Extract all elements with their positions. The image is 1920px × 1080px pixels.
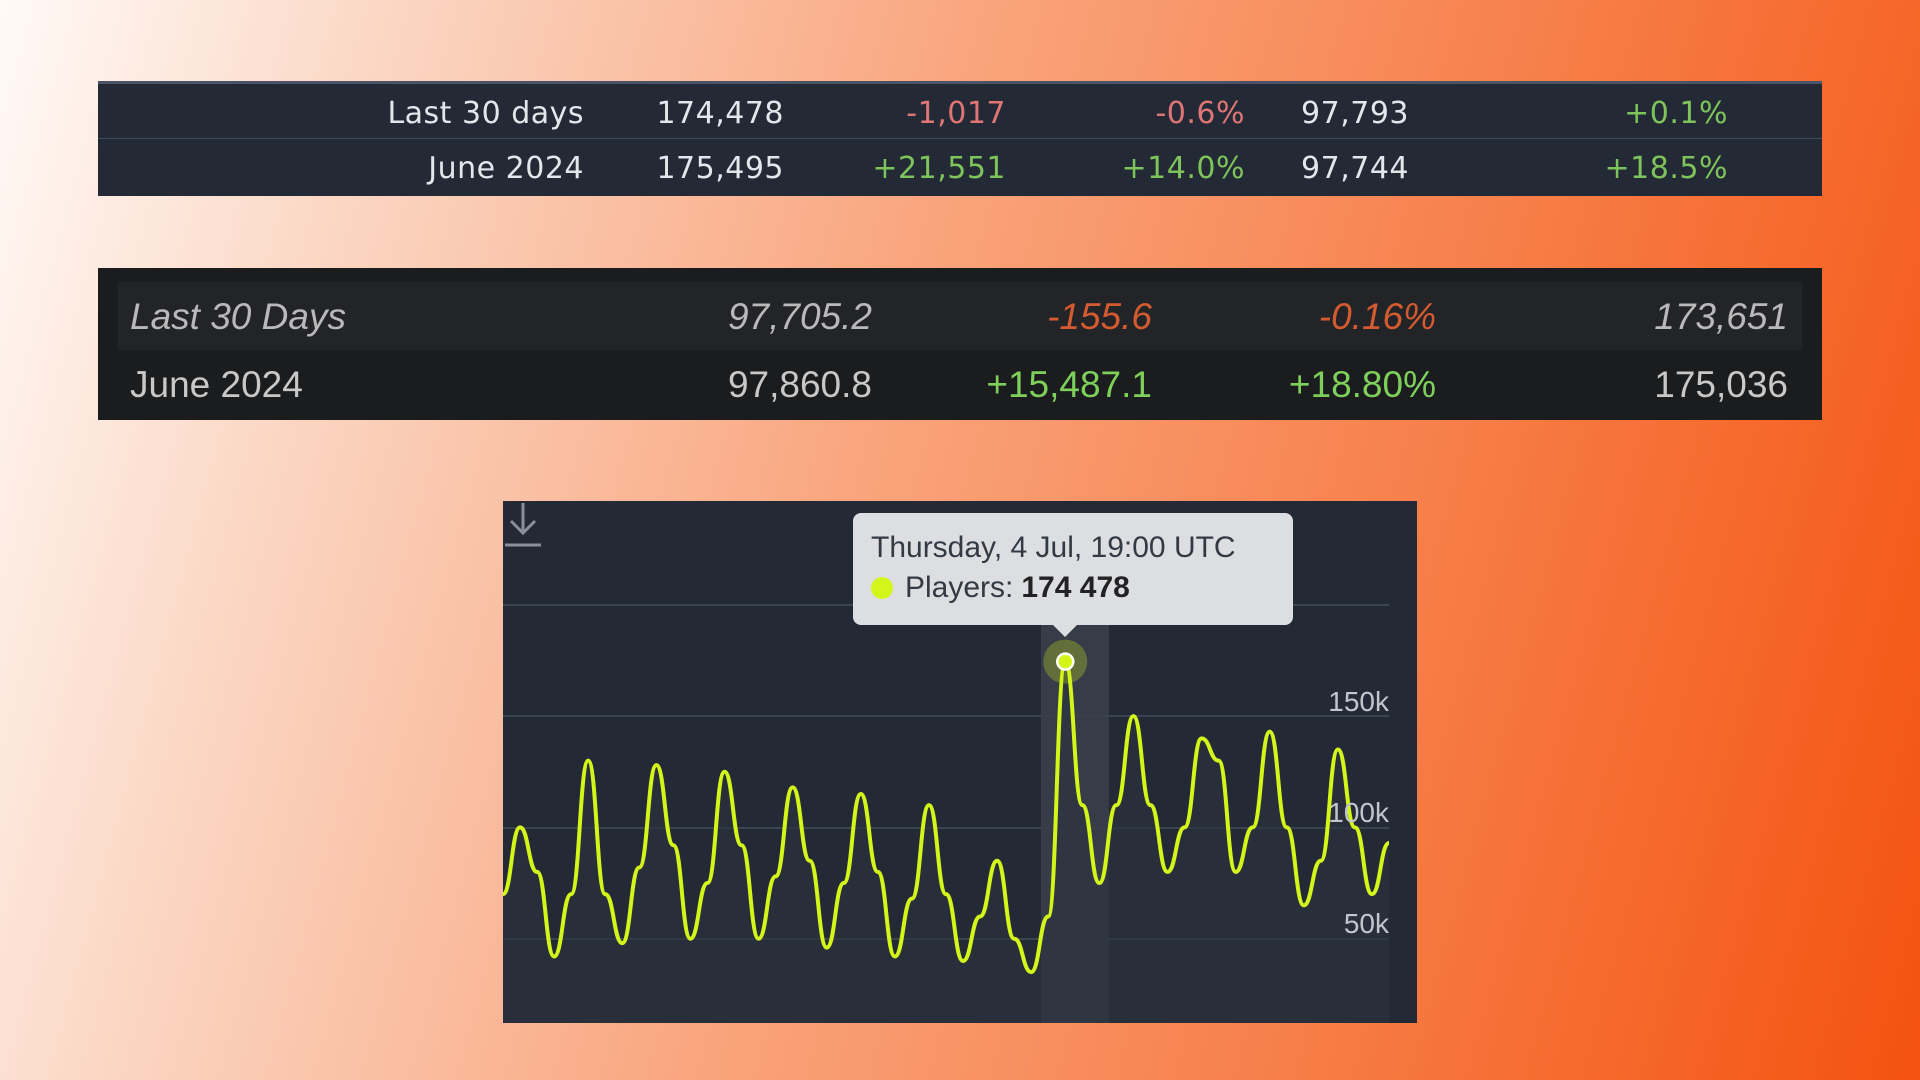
chart-plot[interactable] bbox=[503, 501, 1417, 1023]
peak-cell: 174,478 bbox=[656, 96, 784, 131]
avg-cell: 97,705.2 bbox=[727, 296, 872, 337]
gain-cell: -155.6 bbox=[1047, 296, 1152, 337]
month-cell: June 2024 bbox=[428, 151, 584, 186]
peak-cell: 175,036 bbox=[1654, 364, 1788, 405]
pct-gain-cell: +14.0% bbox=[1121, 151, 1245, 186]
steam-stats-table: Last 30 days 174,478 -1,017 -0.6% 97,793… bbox=[98, 81, 1822, 196]
player-count-chart[interactable]: 150k 100k 50k Thursday, 4 Jul, 19:00 UTC… bbox=[503, 501, 1417, 1023]
chart-tooltip: Thursday, 4 Jul, 19:00 UTC Players: 174 … bbox=[853, 513, 1293, 637]
table-row: Last 30 days 174,478 -1,017 -0.6% 97,793… bbox=[98, 84, 1822, 138]
avg-cell: 97,793 bbox=[1301, 96, 1409, 131]
tooltip-label: Players: bbox=[905, 571, 1014, 604]
avg-cell: 97,744 bbox=[1301, 151, 1409, 186]
month-cell: Last 30 days bbox=[387, 96, 584, 131]
gain-cell: +15,487.1 bbox=[986, 364, 1152, 405]
tooltip-value-line: Players: 174 478 bbox=[871, 571, 1275, 605]
download-icon[interactable] bbox=[503, 501, 543, 547]
gain-cell: -1,017 bbox=[906, 96, 1006, 131]
table-row: Last 30 Days 97,705.2 -155.6 -0.16% 173,… bbox=[118, 282, 1802, 350]
series-dot-icon bbox=[871, 577, 893, 599]
tooltip-value: 174 478 bbox=[1021, 571, 1130, 604]
peak-cell: 173,651 bbox=[1654, 296, 1788, 337]
tooltip-date: Thursday, 4 Jul, 19:00 UTC bbox=[871, 531, 1236, 564]
avg-pct-cell: +0.1% bbox=[1624, 96, 1728, 131]
series-line bbox=[503, 659, 1391, 975]
series-area bbox=[503, 661, 1389, 1023]
hover-point[interactable] bbox=[1056, 652, 1075, 671]
y-tick-label: 100k bbox=[1328, 797, 1389, 828]
pct-gain-cell: -0.16% bbox=[1318, 296, 1436, 337]
avg-cell: 97,860.8 bbox=[727, 364, 872, 405]
peak-cell: 175,495 bbox=[656, 151, 784, 186]
y-tick-label: 50k bbox=[1343, 908, 1389, 939]
month-cell: Last 30 Days bbox=[130, 296, 346, 337]
table-row: June 2024 175,495 +21,551 +14.0% 97,744 … bbox=[98, 138, 1822, 193]
pct-gain-cell: +18.80% bbox=[1288, 364, 1436, 405]
table-row: June 2024 97,860.8 +15,487.1 +18.80% 175… bbox=[118, 350, 1802, 418]
y-tick-label: 150k bbox=[1328, 686, 1389, 717]
player-stats-table: Last 30 Days 97,705.2 -155.6 -0.16% 173,… bbox=[98, 268, 1822, 420]
month-cell: June 2024 bbox=[130, 364, 303, 405]
avg-pct-cell: +18.5% bbox=[1604, 151, 1728, 186]
pct-gain-cell: -0.6% bbox=[1155, 96, 1245, 131]
gain-cell: +21,551 bbox=[872, 151, 1006, 186]
